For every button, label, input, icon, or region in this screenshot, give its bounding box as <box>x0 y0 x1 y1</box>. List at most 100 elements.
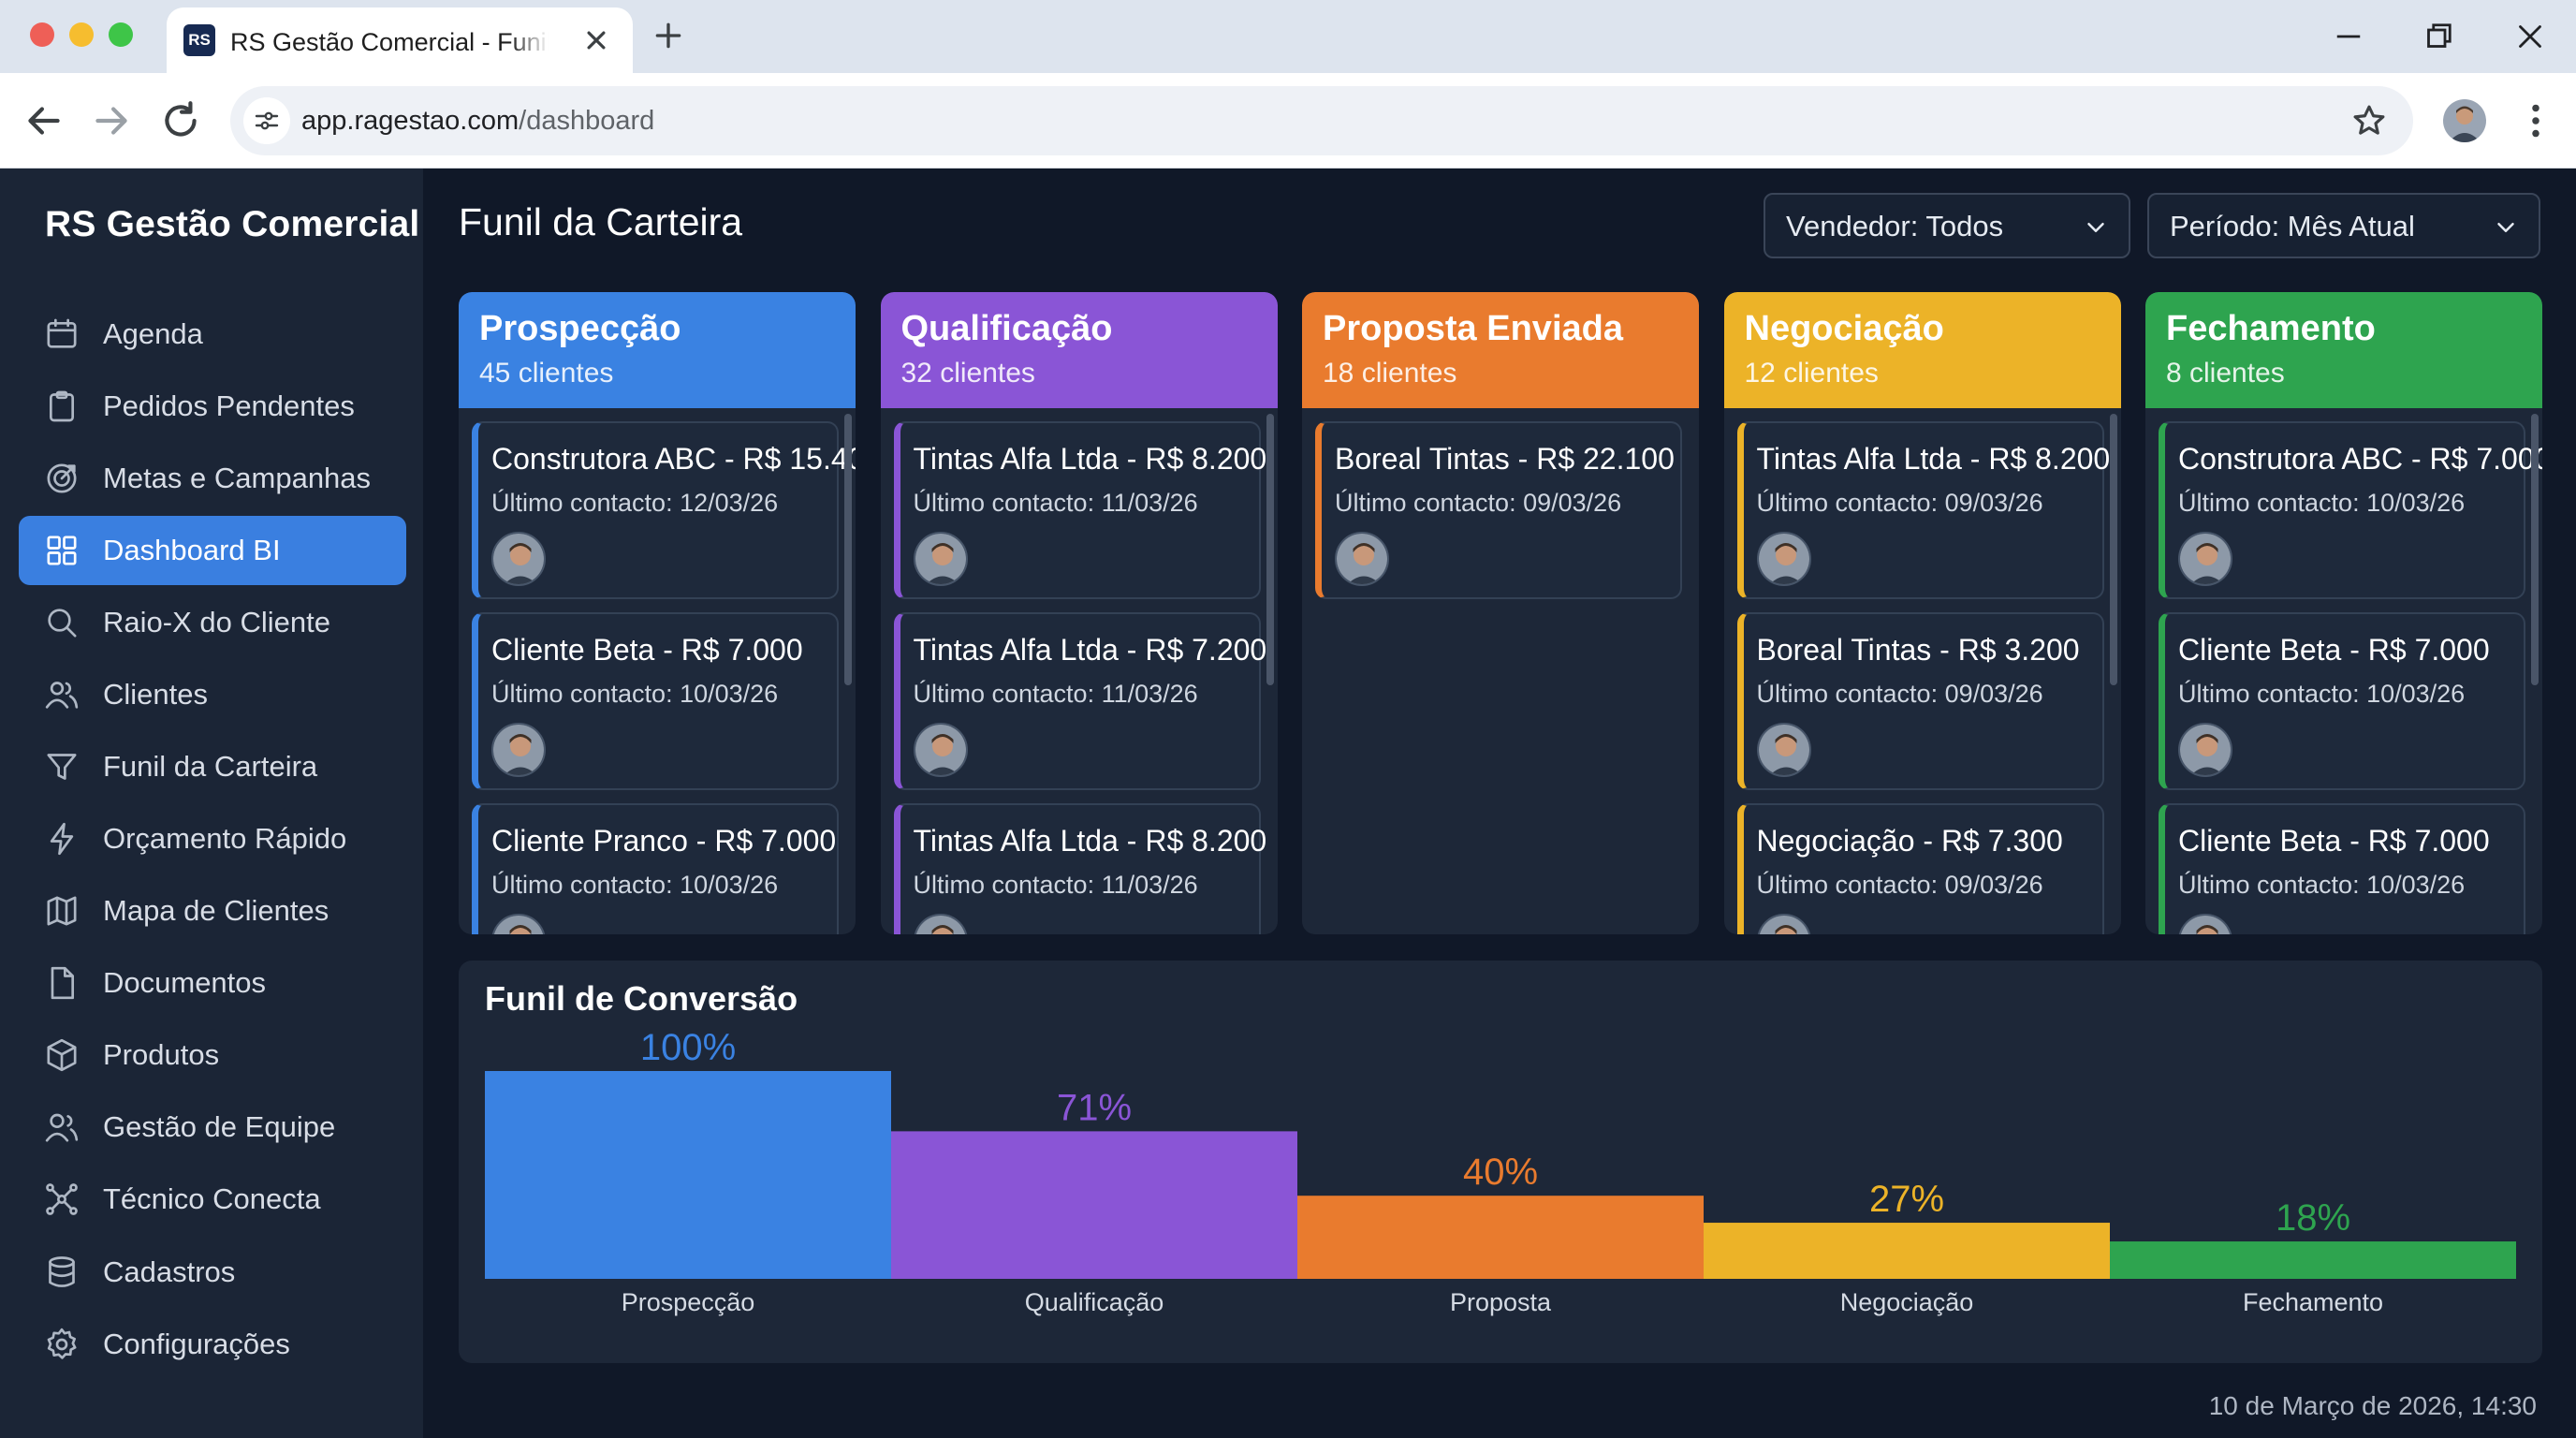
sidebar-item-label: Funil da Carteira <box>103 749 318 783</box>
client-card[interactable]: Cliente Pranco - R$ 7.000 Último contacto… <box>472 803 839 934</box>
funnel-value-label: 27% <box>1869 1179 1944 1220</box>
funnel-category-label: Proposta <box>1450 1288 1552 1316</box>
sidebar-item-configuracoes[interactable]: Configurações <box>19 1308 406 1380</box>
users-icon <box>45 681 79 709</box>
sidebar-item-raio-x-do-cliente[interactable]: Raio-X do Cliente <box>19 586 406 658</box>
column-body[interactable]: Tintas Alfa Ltda - R$ 8.200 Último contac… <box>881 408 1278 934</box>
card-title: Construtora ABC - R$ 15.400 <box>491 442 856 476</box>
minimize-icon[interactable] <box>2329 17 2368 56</box>
bookmark-star-icon[interactable] <box>2349 101 2389 140</box>
tab-title: RS Gestão Comercial - Funil da Carteira <box>230 28 549 56</box>
card-title: Cliente Beta - R$ 7.000 <box>491 633 803 667</box>
sidebar-item-label: Clientes <box>103 677 208 711</box>
sidebar-item-dashboard-bi[interactable]: Dashboard BI <box>19 516 406 586</box>
network-icon <box>46 1183 78 1216</box>
funnel-value-label: 40% <box>1463 1152 1538 1193</box>
column-title: Negociação <box>1744 309 1944 348</box>
client-card[interactable]: Boreal Tintas - R$ 3.200 Último contacto:… <box>1736 612 2104 790</box>
client-card[interactable]: Boreal Tintas - R$ 22.100 Último contacto… <box>1315 421 1682 599</box>
timestamp: 10 de Março de 2026, 14:30 <box>2208 1391 2537 1420</box>
pipeline-column-negociacao: Negociação 12 clientes Tintas Alfa Ltda - … <box>1723 292 2121 934</box>
card-title: Boreal Tintas - R$ 3.200 <box>1756 633 2080 667</box>
column-title: Prospecção <box>479 309 681 348</box>
client-card[interactable]: Cliente Beta - R$ 7.000 Último contacto: … <box>2159 612 2525 790</box>
profile-avatar[interactable] <box>2443 99 2486 142</box>
sidebar-item-metas-e-campanhas[interactable]: Metas e Campanhas <box>19 442 406 514</box>
address-bar[interactable]: app.ragestao.com/dashboard <box>230 86 2413 155</box>
sidebar-item-gestao-de-equipe[interactable]: Gestão de Equipe <box>19 1092 406 1164</box>
sidebar-item-agenda[interactable]: Agenda <box>19 298 406 370</box>
sidebar-item-produtos[interactable]: Produtos <box>19 1020 406 1092</box>
card-last-contact: Último contacto: 09/03/26 <box>1756 871 2043 899</box>
card-last-contact: Último contacto: 12/03/26 <box>491 489 779 517</box>
avatar <box>491 914 546 934</box>
column-scrollbar[interactable] <box>2531 414 2539 685</box>
column-title: Fechamento <box>2166 309 2376 348</box>
periodo-select[interactable]: Período: Mês Atual <box>2147 193 2540 258</box>
sidebar-item-label: Documentos <box>103 966 267 1000</box>
client-card[interactable]: Tintas Alfa Ltda - R$ 7.200 Último contac… <box>893 612 1266 790</box>
column-body[interactable]: Construtora ABC - R$ 15.400 Último contac… <box>459 408 856 934</box>
forward-arrow-icon[interactable] <box>88 97 135 144</box>
funnel-category-label: Fechamento <box>2243 1288 2383 1316</box>
reload-icon[interactable] <box>157 97 204 144</box>
sidebar-item-label: Agenda <box>103 316 203 350</box>
client-card[interactable]: Negociação - R$ 7.300 Último contacto: 09… <box>1736 803 2104 934</box>
avatar <box>913 723 968 777</box>
client-card[interactable]: Construtora ABC - R$ 15.400 Último contac… <box>472 421 856 599</box>
sidebar-item-pedidos-pendentes[interactable]: Pedidos Pendentes <box>19 370 406 442</box>
column-scrollbar[interactable] <box>2109 414 2117 685</box>
card-last-contact: Último contacto: 10/03/26 <box>491 680 779 708</box>
sidebar-item-clientes[interactable]: Clientes <box>19 658 406 730</box>
sidebar-item-orcamento-rapido[interactable]: Orçamento Rápido <box>19 802 406 874</box>
column-body[interactable]: Tintas Alfa Ltda - R$ 8.200 Último contac… <box>1724 408 2121 934</box>
vendedor-select-value: Vendedor: Todos <box>1786 210 2004 242</box>
column-scrollbar[interactable] <box>1266 414 1274 685</box>
avatar <box>913 532 968 586</box>
back-arrow-icon[interactable] <box>21 97 67 144</box>
restore-icon[interactable] <box>2419 17 2458 56</box>
column-count: 18 clientes <box>1323 358 1457 389</box>
calendar-icon <box>47 318 77 348</box>
browser-tab[interactable]: RS RS Gestão Comercial - Funil da Cartei… <box>167 7 633 73</box>
client-card[interactable]: Tintas Alfa Ltda - R$ 8.200 Último contac… <box>893 421 1266 599</box>
column-count: 12 clientes <box>1744 358 1879 389</box>
card-title: Tintas Alfa Ltda - R$ 8.200 <box>1756 442 2111 476</box>
chevron-down-icon <box>2087 223 2104 232</box>
more-menu-icon[interactable] <box>2512 97 2559 144</box>
card-title: Tintas Alfa Ltda - R$ 8.200 <box>913 824 1267 858</box>
clipboard-icon <box>50 390 74 421</box>
search-icon <box>48 609 77 638</box>
card-title: Cliente Beta - R$ 7.000 <box>2178 824 2490 858</box>
close-icon[interactable] <box>578 22 614 58</box>
site-settings-icon[interactable] <box>243 97 290 144</box>
sidebar-item-mapa-de-clientes[interactable]: Mapa de Clientes <box>19 875 406 947</box>
card-title: Tintas Alfa Ltda - R$ 8.200 <box>913 442 1267 476</box>
sidebar-item-tecnico-conecta[interactable]: Técnico Conecta <box>19 1164 406 1236</box>
window-close-dot[interactable] <box>30 22 54 47</box>
column-scrollbar[interactable] <box>844 414 852 685</box>
card-last-contact: Último contacto: 10/03/26 <box>2178 871 2466 899</box>
client-card[interactable]: Cliente Beta - R$ 7.000 Último contacto: … <box>472 612 839 790</box>
column-body[interactable]: Construtora ABC - R$ 7.000 Último contact… <box>2145 408 2542 934</box>
client-card[interactable]: Construtora ABC - R$ 7.000 Último contact… <box>2159 421 2542 599</box>
browser-tab-bar: RS RS Gestão Comercial - Funil da Cartei… <box>0 0 2576 73</box>
sidebar-item-funil-da-carteira[interactable]: Funil da Carteira <box>19 730 406 802</box>
avatar <box>2178 914 2232 934</box>
window-zoom-dot[interactable] <box>109 22 133 47</box>
card-title: Construtora ABC - R$ 7.000 <box>2178 442 2542 476</box>
card-last-contact: Último contacto: 10/03/26 <box>2178 680 2466 708</box>
column-body[interactable]: Boreal Tintas - R$ 22.100 Último contacto… <box>1302 408 1699 934</box>
window-minimize-dot[interactable] <box>69 22 94 47</box>
new-tab-icon[interactable] <box>650 17 687 54</box>
card-last-contact: Último contacto: 10/03/26 <box>491 871 779 899</box>
vendedor-select[interactable]: Vendedor: Todos <box>1764 193 2130 258</box>
sidebar-item-documentos[interactable]: Documentos <box>19 947 406 1020</box>
funnel-category-label: Qualificação <box>1025 1288 1164 1316</box>
client-card[interactable]: Tintas Alfa Ltda - R$ 8.200 Último contac… <box>1736 421 2110 599</box>
card-title: Negociação - R$ 7.300 <box>1756 824 2063 858</box>
client-card[interactable]: Tintas Alfa Ltda - R$ 8.200 Último contac… <box>893 803 1266 934</box>
sidebar-item-cadastros[interactable]: Cadastros <box>19 1236 406 1308</box>
window-close-icon[interactable] <box>2510 17 2550 56</box>
client-card[interactable]: Cliente Beta - R$ 7.000 Último contacto: … <box>2159 803 2525 934</box>
